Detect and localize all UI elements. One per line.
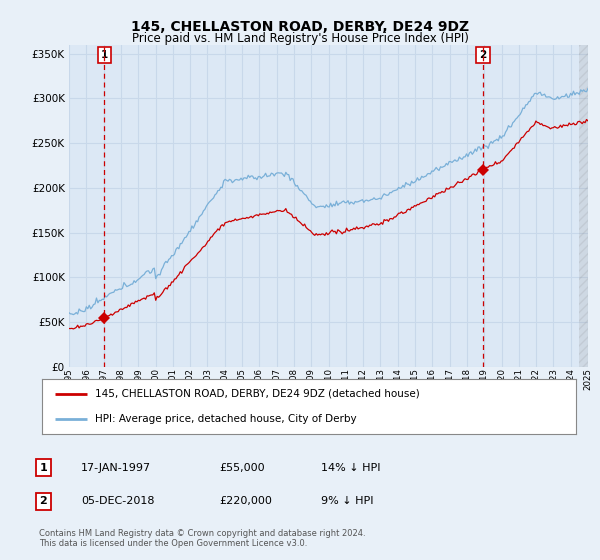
Bar: [580, 45, 588, 367]
Text: 17-JAN-1997: 17-JAN-1997: [81, 463, 151, 473]
Text: 145, CHELLASTON ROAD, DERBY, DE24 9DZ: 145, CHELLASTON ROAD, DERBY, DE24 9DZ: [131, 20, 469, 34]
Text: 14% ↓ HPI: 14% ↓ HPI: [321, 463, 380, 473]
Text: 9% ↓ HPI: 9% ↓ HPI: [321, 496, 373, 506]
Text: 1: 1: [40, 463, 47, 473]
Text: HPI: Average price, detached house, City of Derby: HPI: Average price, detached house, City…: [95, 414, 357, 424]
Text: 2: 2: [40, 496, 47, 506]
Text: 145, CHELLASTON ROAD, DERBY, DE24 9DZ (detached house): 145, CHELLASTON ROAD, DERBY, DE24 9DZ (d…: [95, 389, 420, 399]
Text: Price paid vs. HM Land Registry's House Price Index (HPI): Price paid vs. HM Land Registry's House …: [131, 32, 469, 45]
Text: 1: 1: [101, 50, 108, 59]
Text: £55,000: £55,000: [219, 463, 265, 473]
Text: £220,000: £220,000: [219, 496, 272, 506]
Text: 2: 2: [479, 50, 487, 59]
Text: 05-DEC-2018: 05-DEC-2018: [81, 496, 155, 506]
Text: Contains HM Land Registry data © Crown copyright and database right 2024.
This d: Contains HM Land Registry data © Crown c…: [39, 529, 365, 548]
